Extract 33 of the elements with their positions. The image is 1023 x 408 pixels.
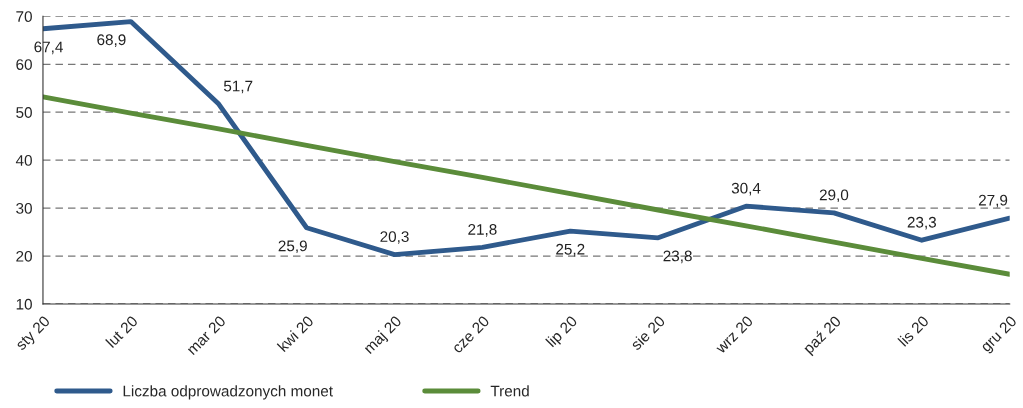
data-label: 25,2	[556, 243, 585, 257]
data-label: 68,9	[97, 34, 126, 47]
y-tick-label: 60	[16, 59, 32, 70]
x-tick-label: lip 20	[545, 314, 580, 350]
data-label: 25,9	[278, 240, 307, 254]
data-label: 30,4	[731, 182, 761, 196]
legend-label: Trend	[490, 385, 529, 397]
data-label: 23,8	[663, 250, 692, 264]
x-tick-label: lis 20	[897, 314, 930, 347]
data-label: 27,9	[978, 194, 1008, 208]
legend-label: Liczba odprowadzonych monet	[123, 385, 333, 400]
data-label: 29,0	[819, 189, 849, 203]
y-tick-label: 10	[16, 298, 32, 310]
x-tick-label: sty 20	[14, 315, 53, 353]
data-label: 67,4	[34, 41, 63, 55]
y-tick-label: 20	[16, 250, 32, 262]
data-label: 20,3	[380, 231, 409, 244]
x-tick-label: cze 20	[451, 315, 490, 354]
line-series	[42, 94, 1010, 277]
y-tick-label: 30	[16, 202, 32, 214]
x-tick-label: maj 20	[362, 314, 405, 357]
y-tick-label: 40	[15, 155, 32, 166]
x-tick-label: mar 20	[186, 315, 227, 356]
data-label: 23,3	[907, 216, 937, 230]
x-tick-label: lut 20	[105, 314, 139, 349]
x-tick-label: wrz 20	[714, 315, 754, 355]
data-label: 21,8	[468, 224, 497, 237]
x-tick-label: kwi 20	[276, 314, 315, 353]
x-tick-label: gru 20	[979, 315, 1020, 355]
data-label: 51,7	[223, 80, 253, 94]
x-tick-label: sie 20	[629, 314, 666, 351]
y-tick-label: 50	[16, 107, 32, 118]
y-tick-label: 70	[16, 11, 32, 23]
